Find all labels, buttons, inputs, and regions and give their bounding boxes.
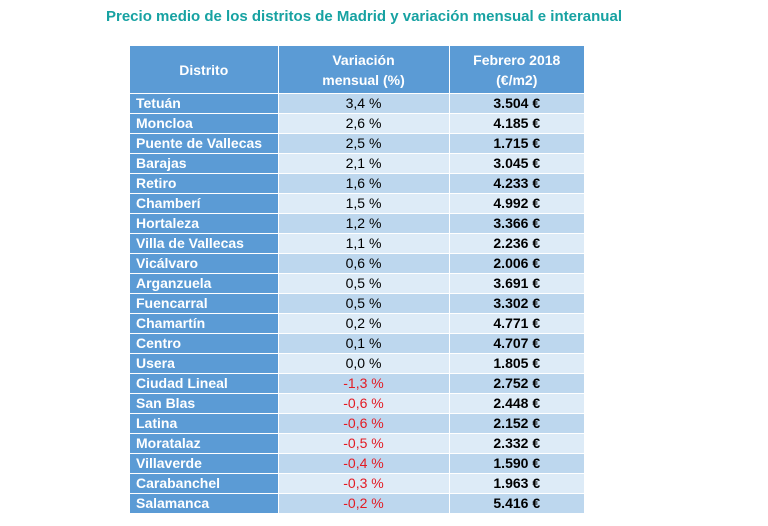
variation-cell: 3,4 %: [278, 93, 450, 114]
variation-cell: 2,6 %: [278, 113, 450, 134]
price-cell: 4.233 €: [449, 173, 584, 194]
variation-cell: 1,5 %: [278, 193, 450, 214]
variation-cell: 1,1 %: [278, 233, 450, 254]
variation-cell: 0,0 %: [278, 353, 450, 374]
table-row: Puente de Vallecas 2,5 % 1.715 €: [130, 133, 584, 154]
price-cell: 2.152 €: [449, 413, 584, 434]
header-variation-line2: mensual (%): [322, 71, 405, 88]
table-row: Arganzuela 0,5 % 3.691 €: [130, 273, 584, 294]
header-price: Febrero 2018 (€/m2): [449, 46, 584, 94]
district-cell: Hortaleza: [130, 213, 279, 234]
variation-cell: 0,5 %: [278, 273, 450, 294]
table-row: Villa de Vallecas 1,1 % 2.236 €: [130, 233, 584, 254]
price-cell: 2.332 €: [449, 433, 584, 454]
district-cell: Moratalaz: [130, 433, 279, 454]
table-header-row: Distrito Variación mensual (%) Febrero 2…: [130, 46, 584, 94]
district-price-table: Distrito Variación mensual (%) Febrero 2…: [130, 46, 584, 513]
price-cell: 3.302 €: [449, 293, 584, 314]
table-row: Usera 0,0 % 1.805 €: [130, 353, 584, 374]
table-row: Villaverde -0,4 % 1.590 €: [130, 453, 584, 474]
price-cell: 2.448 €: [449, 393, 584, 414]
table-row: Salamanca -0,2 % 5.416 €: [130, 493, 584, 513]
table-row: Carabanchel -0,3 % 1.963 €: [130, 473, 584, 494]
district-cell: Barajas: [130, 153, 279, 174]
price-cell: 4.707 €: [449, 333, 584, 354]
table-row: Chamartín 0,2 % 4.771 €: [130, 313, 584, 334]
variation-cell: -0,3 %: [278, 473, 450, 494]
price-cell: 3.504 €: [449, 93, 584, 114]
price-cell: 1.963 €: [449, 473, 584, 494]
table-row: Barajas 2,1 % 3.045 €: [130, 153, 584, 174]
price-cell: 1.715 €: [449, 133, 584, 154]
header-price-line2: (€/m2): [496, 71, 538, 88]
variation-cell: -0,5 %: [278, 433, 450, 454]
district-cell: Chamberí: [130, 193, 279, 214]
variation-cell: 1,6 %: [278, 173, 450, 194]
price-cell: 4.185 €: [449, 113, 584, 134]
price-cell: 3.366 €: [449, 213, 584, 234]
variation-cell: -0,6 %: [278, 413, 450, 434]
price-cell: 1.805 €: [449, 353, 584, 374]
variation-cell: 0,5 %: [278, 293, 450, 314]
table-row: Hortaleza 1,2 % 3.366 €: [130, 213, 584, 234]
table-body: Tetuán 3,4 % 3.504 € Moncloa 2,6 % 4.185 € Pue…: [130, 93, 584, 513]
district-cell: Ciudad Lineal: [130, 373, 279, 394]
variation-cell: 1,2 %: [278, 213, 450, 234]
district-cell: Villaverde: [130, 453, 279, 474]
price-cell: 4.771 €: [449, 313, 584, 334]
header-variation: Variación mensual (%): [278, 46, 450, 94]
variation-cell: 0,2 %: [278, 313, 450, 334]
header-district: Distrito: [130, 46, 279, 94]
price-cell: 5.416 €: [449, 493, 584, 513]
district-cell: Centro: [130, 333, 279, 354]
table-row: Moratalaz -0,5 % 2.332 €: [130, 433, 584, 454]
page-title: Precio medio de los distritos de Madrid …: [106, 8, 622, 25]
table-row: Tetuán 3,4 % 3.504 €: [130, 93, 584, 114]
price-cell: 3.691 €: [449, 273, 584, 294]
district-cell: San Blas: [130, 393, 279, 414]
district-cell: Retiro: [130, 173, 279, 194]
variation-cell: 2,5 %: [278, 133, 450, 154]
table-row: Chamberí 1,5 % 4.992 €: [130, 193, 584, 214]
table-row: San Blas -0,6 % 2.448 €: [130, 393, 584, 414]
district-cell: Puente de Vallecas: [130, 133, 279, 154]
price-cell: 1.590 €: [449, 453, 584, 474]
variation-cell: 0,1 %: [278, 333, 450, 354]
table-row: Centro 0,1 % 4.707 €: [130, 333, 584, 354]
district-cell: Fuencarral: [130, 293, 279, 314]
price-cell: 2.006 €: [449, 253, 584, 274]
district-cell: Usera: [130, 353, 279, 374]
header-district-label: Distrito: [179, 61, 229, 78]
table-row: Fuencarral 0,5 % 3.302 €: [130, 293, 584, 314]
district-cell: Latina: [130, 413, 279, 434]
price-cell: 2.236 €: [449, 233, 584, 254]
header-price-line1: Febrero 2018: [473, 51, 561, 68]
variation-cell: 2,1 %: [278, 153, 450, 174]
table-row: Vicálvaro 0,6 % 2.006 €: [130, 253, 584, 274]
table-row: Retiro 1,6 % 4.233 €: [130, 173, 584, 194]
variation-cell: -0,2 %: [278, 493, 450, 513]
variation-cell: -1,3 %: [278, 373, 450, 394]
variation-cell: -0,4 %: [278, 453, 450, 474]
table-row: Ciudad Lineal -1,3 % 2.752 €: [130, 373, 584, 394]
district-cell: Tetuán: [130, 93, 279, 114]
district-cell: Carabanchel: [130, 473, 279, 494]
variation-cell: 0,6 %: [278, 253, 450, 274]
district-cell: Vicálvaro: [130, 253, 279, 274]
table-row: Latina -0,6 % 2.152 €: [130, 413, 584, 434]
price-cell: 2.752 €: [449, 373, 584, 394]
district-cell: Villa de Vallecas: [130, 233, 279, 254]
district-cell: Salamanca: [130, 493, 279, 513]
table-row: Moncloa 2,6 % 4.185 €: [130, 113, 584, 134]
district-cell: Moncloa: [130, 113, 279, 134]
header-variation-line1: Variación: [332, 51, 395, 68]
price-cell: 3.045 €: [449, 153, 584, 174]
variation-cell: -0,6 %: [278, 393, 450, 414]
district-cell: Arganzuela: [130, 273, 279, 294]
price-cell: 4.992 €: [449, 193, 584, 214]
district-cell: Chamartín: [130, 313, 279, 334]
